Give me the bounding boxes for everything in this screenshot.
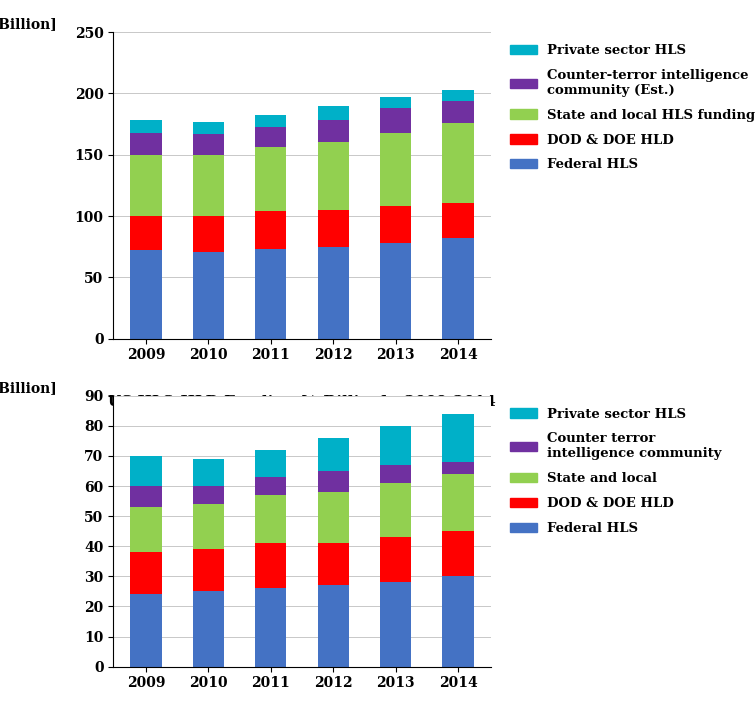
Bar [442, 531, 473, 576]
Bar [318, 210, 349, 247]
Text: [$Billion]: [$Billion] [0, 18, 57, 32]
Bar [380, 206, 411, 243]
Bar [193, 591, 224, 667]
Title: US HLS-HLD Funding [$ Billion] - 2009-2014: US HLS-HLD Funding [$ Billion] - 2009-20… [108, 395, 496, 409]
Bar [318, 106, 349, 120]
Bar [193, 486, 224, 504]
Bar [255, 450, 286, 477]
Bar [380, 465, 411, 483]
Bar [380, 97, 411, 108]
Bar [442, 414, 473, 462]
Bar [318, 585, 349, 667]
Bar [255, 543, 286, 588]
Bar [131, 120, 162, 133]
Bar [131, 155, 162, 216]
Bar [318, 471, 349, 492]
Bar [255, 495, 286, 543]
Bar [318, 438, 349, 471]
Bar [193, 252, 224, 339]
Bar [442, 101, 473, 123]
Bar [442, 123, 473, 202]
Bar [380, 583, 411, 667]
Bar [442, 202, 473, 238]
Bar [131, 133, 162, 155]
Bar [193, 504, 224, 549]
Bar [318, 143, 349, 210]
Bar [255, 249, 286, 339]
Bar [255, 116, 286, 126]
Bar [318, 543, 349, 585]
Bar [131, 486, 162, 507]
Bar [193, 155, 224, 216]
Bar [193, 549, 224, 591]
Legend: Private sector HLS, Counter terror
intelligence community, State and local, DOD : Private sector HLS, Counter terror intel… [505, 402, 727, 540]
Bar [255, 126, 286, 148]
Bar [318, 120, 349, 143]
Bar [193, 216, 224, 252]
Bar [193, 122, 224, 134]
Bar [131, 216, 162, 250]
Bar [255, 211, 286, 249]
Bar [131, 507, 162, 553]
Bar [131, 456, 162, 486]
Bar [318, 247, 349, 339]
Bar [131, 595, 162, 667]
Bar [442, 238, 473, 339]
Bar [380, 426, 411, 465]
Bar [442, 474, 473, 531]
Bar [380, 243, 411, 339]
Bar [380, 537, 411, 583]
Bar [380, 133, 411, 206]
Bar [131, 250, 162, 339]
Text: [$Billion]: [$Billion] [0, 381, 57, 396]
Bar [255, 477, 286, 495]
Bar [380, 108, 411, 133]
Legend: Private sector HLS, Counter-terror intelligence
community (Est.), State and loca: Private sector HLS, Counter-terror intel… [505, 39, 755, 177]
Bar [255, 148, 286, 211]
Bar [193, 134, 224, 155]
Bar [255, 588, 286, 667]
Bar [193, 459, 224, 486]
Bar [442, 576, 473, 667]
Bar [442, 462, 473, 474]
Bar [318, 492, 349, 543]
Bar [442, 90, 473, 101]
Bar [380, 483, 411, 537]
Bar [131, 553, 162, 595]
